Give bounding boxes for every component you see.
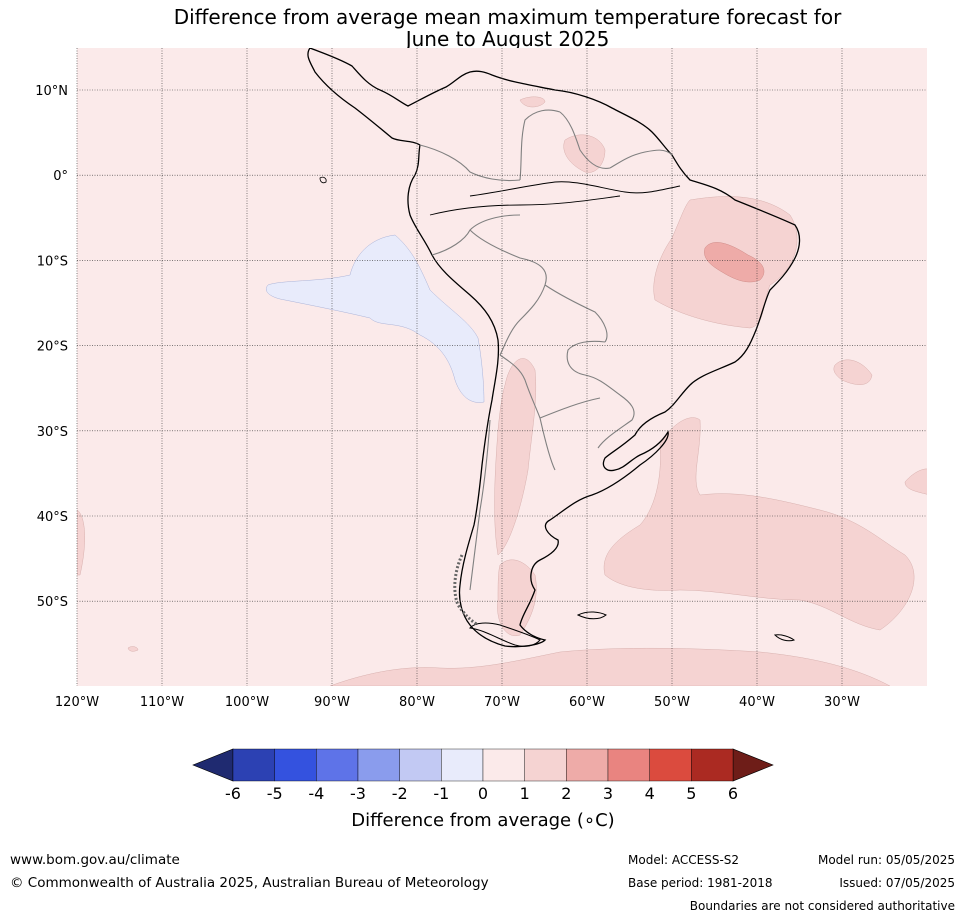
south-america-coastline [307, 48, 801, 648]
longitude-tick-label: 80°W [399, 695, 435, 710]
colorbar-segment [316, 748, 359, 782]
warm-anomaly-small-west [127, 646, 139, 652]
warm-anomaly-south-atlantic [603, 417, 915, 631]
colorbar-tick-label: 5 [686, 784, 696, 803]
colorbar-tick-label: -5 [267, 784, 283, 803]
colorbar-segment [524, 748, 567, 782]
latitude-tick-label: 50°S [37, 595, 68, 610]
warm-anomaly-far-west [77, 509, 85, 576]
footer-url[interactable]: www.bom.gov.au/climate [10, 852, 180, 868]
colorbar-segment [399, 748, 442, 782]
warm-anomaly-core [704, 242, 765, 283]
latitude-tick-label: 0° [53, 169, 68, 184]
longitude-labels: 120°W 110°W 100°W 90°W 80°W 70°W 60°W 50°W 40°W 3… [55, 695, 860, 710]
colorbar-tick-label: -6 [225, 784, 241, 803]
colorbar-tick-label: -1 [433, 784, 449, 803]
galapagos-islands [319, 176, 327, 184]
footer-model: Model: ACCESS-S2 [628, 853, 740, 867]
colorbar-min-extend [192, 748, 234, 782]
colorbar-segment [607, 748, 650, 782]
colorbar-segment [232, 748, 275, 782]
footer-model-run: Model run: 05/05/2025 [817, 853, 955, 867]
longitude-tick-label: 90°W [314, 695, 350, 710]
tierra-del-fuego [469, 622, 541, 647]
colorbar-tick-label: -2 [392, 784, 408, 803]
colorbar-tick-label: -3 [350, 784, 366, 803]
warm-anomaly-andes [494, 358, 537, 556]
warm-anomaly-venezuela [519, 96, 546, 108]
warm-anomaly-far-east [904, 468, 927, 495]
colorbar-tick-label: -4 [308, 784, 324, 803]
longitude-tick-label: 30°W [824, 695, 860, 710]
longitude-tick-label: 100°W [225, 695, 269, 710]
amazon-river [469, 181, 681, 197]
latitude-tick-label: 30°S [37, 425, 68, 440]
amazon-tributary [429, 195, 621, 216]
colorbar-tick-label: 4 [645, 784, 655, 803]
colorbar-segment [691, 748, 734, 782]
latitude-tick-label: 10°N [35, 84, 68, 99]
longitude-tick-label: 60°W [569, 695, 605, 710]
chile-fjords [453, 554, 479, 627]
footer-copyright: © Commonwealth of Australia 2025, Austra… [10, 875, 489, 891]
longitude-tick-label: 70°W [484, 695, 520, 710]
longitude-tick-label: 120°W [55, 695, 99, 710]
footer-base-period: Base period: 1981-2018 [628, 876, 773, 890]
south-georgia [773, 634, 796, 642]
latitude-tick-label: 10°S [37, 254, 68, 269]
colorbar-max-extend [732, 748, 774, 782]
footer-issued: Issued: 07/05/2025 [839, 876, 955, 890]
gridlines [76, 48, 927, 686]
colorbar-segment [482, 748, 525, 782]
cool-anomaly-region [266, 234, 485, 403]
colorbar-segment [566, 748, 609, 782]
latitude-tick-label: 40°S [37, 510, 68, 525]
colorbar-segment [441, 748, 484, 782]
colorbar-tick-label: 1 [520, 784, 530, 803]
chart-title-line1: Difference from average mean maximum tem… [173, 5, 842, 29]
latitude-labels: 10°N 0° 10°S 20°S 30°S 40°S 50°S [35, 84, 68, 610]
colorbar-tick-label: 6 [728, 784, 738, 803]
warm-anomaly-east-atlantic [833, 359, 873, 385]
colorbar-tick-label: 3 [603, 784, 613, 803]
colorbar-tick-label: 2 [561, 784, 571, 803]
country-borders [419, 109, 673, 591]
chart-title-line2: June to August 2025 [405, 27, 610, 51]
warm-anomaly-guiana [563, 134, 606, 173]
colorbar-title: Difference from average (∘C) [351, 810, 614, 831]
colorbar-tick-label: 0 [478, 784, 488, 803]
warm-anomaly-southern-ocean [329, 647, 891, 686]
longitude-tick-label: 40°W [739, 695, 775, 710]
warm-anomaly-patagonia [497, 559, 537, 636]
colorbar-segment [274, 748, 317, 782]
latitude-tick-label: 20°S [37, 340, 68, 355]
colorbar-segment [357, 748, 400, 782]
colorbar-segment [649, 748, 692, 782]
longitude-tick-label: 50°W [654, 695, 690, 710]
longitude-tick-label: 110°W [140, 695, 184, 710]
colorbar: -6 -5 -4 -3 -2 -1 0 1 2 3 4 5 6 [192, 748, 774, 803]
footer-disclaimer: Boundaries are not considered authoritat… [689, 899, 955, 913]
